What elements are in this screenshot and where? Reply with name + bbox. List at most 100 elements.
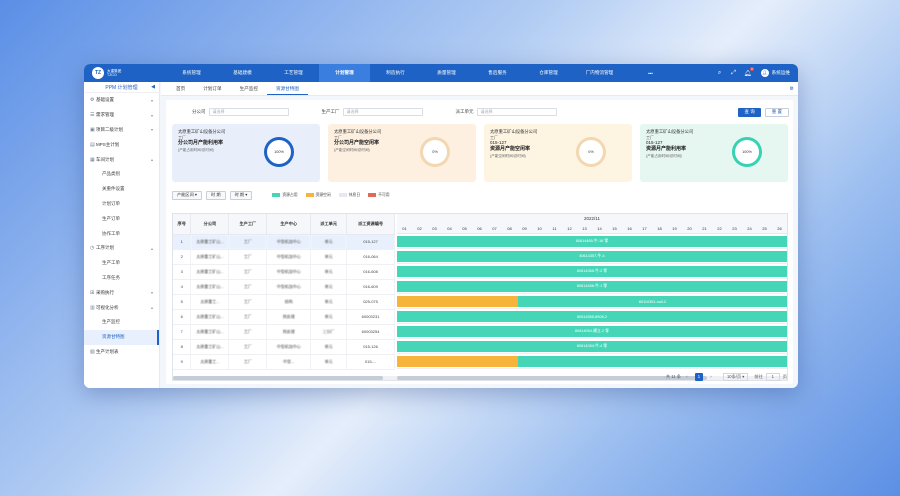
prev-page-button[interactable]: ‹ — [686, 374, 688, 379]
sidebar-item-7[interactable]: 计划订单 — [84, 197, 159, 212]
cart-icon: ⊞ — [90, 289, 95, 296]
avatar[interactable]: 👤︎ — [760, 69, 769, 77]
table-row[interactable]: 6 太原重工矿山... 工厂 热处理 单元 60003231 — [173, 309, 395, 325]
gantt-task-bar[interactable] — [517, 356, 787, 367]
sidebar-item-label: 生产工单 — [102, 260, 120, 266]
gantt-task-bar[interactable]: 80614357-牛-4 — [397, 251, 787, 262]
cell-res: 60003231 — [346, 309, 395, 325]
cell-res: 015-... — [346, 354, 395, 370]
collapse-icon[interactable]: ◀ — [151, 84, 155, 90]
nav-item-9[interactable]: ••• — [648, 70, 653, 76]
horizontal-scrollbar[interactable] — [173, 376, 787, 380]
user-name[interactable]: 系统运维 — [771, 70, 790, 75]
filter-bar: 分公司 请选择 生产工厂 请选择 派工单元 请选择 查 询 重 置 — [166, 106, 793, 118]
query-button[interactable]: 查 询 — [738, 107, 761, 117]
reset-button[interactable]: 重 置 — [764, 107, 789, 117]
sidebar-item-2[interactable]: ▣ 项目二级计划 ▾ — [84, 123, 159, 138]
search-icon[interactable]: ⌕ — [717, 69, 722, 76]
gantt-idle-bar[interactable] — [397, 296, 518, 307]
sidebar-item-9[interactable]: 协作工单 — [84, 226, 159, 241]
period-dropdown[interactable]: 时 期 ▾ — [229, 190, 253, 200]
tab-1[interactable]: 计划订单 — [203, 86, 222, 91]
list-icon: ☰ — [90, 112, 95, 119]
table-scroll-thumb[interactable] — [173, 376, 383, 380]
next-page-button[interactable]: › — [710, 374, 712, 379]
gantt-task-bar[interactable]: 80110351-null-2 — [517, 296, 787, 307]
goto-input[interactable]: 1 — [765, 373, 780, 381]
sidebar-item-0[interactable]: ⚙ 基础设置 ▾ — [84, 93, 159, 108]
column-header[interactable]: 序号 — [173, 214, 192, 235]
sidebar-item-14[interactable]: ▥ 可视化分析 ▴ — [84, 300, 159, 315]
sidebar-item-6[interactable]: 关重件设置 — [84, 182, 159, 197]
nav-item-1[interactable]: 基础建模 — [233, 70, 252, 75]
nav-item-3[interactable]: 计划管理 — [319, 64, 370, 82]
company-select[interactable]: 请选择 — [208, 108, 289, 116]
sidebar-item-13[interactable]: ⊞ 采购执行 ▾ — [84, 285, 159, 300]
table-row[interactable]: 3 太原重工矿山... 工厂 中型机加中心 单元 016-608 — [173, 264, 395, 280]
gantt-task-bar[interactable]: 80614365-牛-2 零 — [397, 266, 787, 277]
tab-2[interactable]: 生产监控 — [239, 86, 258, 91]
cell-company: 太原重工矿山... — [190, 324, 230, 340]
column-header[interactable]: 生产工厂 — [228, 214, 268, 235]
gantt-task-bar[interactable]: 80614456-牛-1 零 — [397, 281, 787, 292]
sidebar-item-3[interactable]: ▤ MPS主计划 — [84, 137, 159, 152]
cell-factory: 工厂 — [228, 234, 268, 250]
factory-select[interactable]: 请选择 — [342, 108, 423, 116]
column-header[interactable]: 派工资源编号 — [346, 214, 395, 235]
nav-item-4[interactable]: 制造执行 — [386, 70, 405, 75]
gantt-month: 2022/11 — [397, 214, 787, 224]
nav-item-7[interactable]: 仓库管理 — [539, 70, 558, 75]
sidebar-item-12[interactable]: 工序任务 — [84, 271, 159, 286]
gantt-task-bar[interactable]: 80614054-横立-2 零 — [397, 326, 787, 337]
bell-icon[interactable]: 🔔︎ 3 — [743, 66, 754, 77]
tab-3[interactable]: 资源甘特图 — [266, 83, 308, 95]
gantt-day: 21 — [702, 226, 707, 231]
sidebar-item-5[interactable]: 产品类别 — [84, 167, 159, 182]
nav-item-6[interactable]: 售后服务 — [488, 70, 507, 75]
sidebar-item-label: 基础设置 — [96, 97, 114, 103]
sidebar-item-15[interactable]: 生产监控 — [84, 315, 159, 330]
sidebar-item-11[interactable]: 生产工单 — [84, 256, 159, 271]
sidebar-item-16[interactable]: 资源甘特图 — [84, 329, 159, 345]
sidebar-item-17[interactable]: ▧ 生产计划表 — [84, 345, 159, 360]
gantt-task-bar[interactable]: 80614465-牛-16 零 — [397, 236, 787, 247]
table-row[interactable]: 7 太原重工矿山... 工厂 热处理 三分厂 60003254 — [173, 324, 395, 340]
nav-item-8[interactable]: 厂内物流管理 — [585, 70, 614, 75]
page-size-select[interactable]: 10条/页 ▾ — [722, 373, 749, 381]
table-row[interactable]: 2 太原重工矿山... 工厂 中型机加中心 单元 016-064 — [173, 249, 395, 265]
gantt-scroll-thumb[interactable] — [397, 376, 707, 380]
gantt-task-bar[interactable]: 80614365-8908-2 — [397, 311, 787, 322]
range-dropdown[interactable]: 产能区间 ▾ — [172, 190, 203, 200]
gantt-day: 17 — [642, 226, 647, 231]
card-company: 太原重工矿山设备分公司 — [334, 129, 382, 134]
sidebar-item-8[interactable]: 生产订单 — [84, 211, 159, 226]
tab-0[interactable]: 首页 — [176, 86, 186, 91]
nav-item-5[interactable]: 质量管理 — [437, 70, 456, 75]
unit-select[interactable]: 请选择 — [476, 108, 557, 116]
time-button[interactable]: 时 期 — [206, 190, 226, 200]
nav-item-2[interactable]: 工艺管理 — [284, 70, 303, 75]
column-header[interactable]: 派工单元 — [310, 214, 348, 235]
resource-gantt: 序号 分公司 生产工厂 生产中心 派工单元 派工资源编号 1 太原重工矿山... 工厂 中型机加… — [172, 213, 788, 381]
cell-center: 热处理 — [266, 309, 312, 325]
chevron-icon: ▴ — [150, 305, 153, 311]
table-row[interactable]: 4 太原重工矿山... 工厂 中型机加中心 单元 016-609 — [173, 279, 395, 295]
gantt-task-bar[interactable]: 80614054-牛-4 零 — [397, 341, 787, 352]
cell-unit: 单元 — [310, 339, 348, 355]
nav-item-0[interactable]: 系统管理 — [182, 70, 201, 75]
table-row[interactable]: 8 太原重工矿山... 工厂 中型机加中心 单元 015-126 — [173, 339, 395, 355]
notification-count: 3 — [749, 66, 754, 71]
sidebar-item-4[interactable]: ▦ 车间计划 ▴ — [84, 152, 159, 167]
column-header[interactable]: 生产中心 — [266, 214, 312, 235]
table-row[interactable]: 1 太原重工矿山... 工厂 中型机加中心 单元 015-127 — [173, 234, 395, 250]
expand-icon[interactable]: ⤢ — [731, 69, 737, 76]
gantt-idle-bar[interactable] — [397, 356, 518, 367]
table-row[interactable]: 9 太原重工... 工厂 中型... 单元 015-... — [173, 354, 395, 370]
sidebar-item-1[interactable]: ☰ 需求管理 ▾ — [84, 108, 159, 123]
page-1-button[interactable]: 1 — [694, 373, 703, 381]
table-row[interactable]: 5 太原重工... 工厂 结构 单元 025-075 — [173, 294, 395, 310]
sidebar-item-10[interactable]: ◷ 工序计划 ▴ — [84, 241, 159, 256]
cell-center: 中型机加中心 — [266, 234, 312, 250]
column-header[interactable]: 分公司 — [190, 214, 230, 235]
settings-icon[interactable]: ⚙ — [789, 85, 794, 92]
